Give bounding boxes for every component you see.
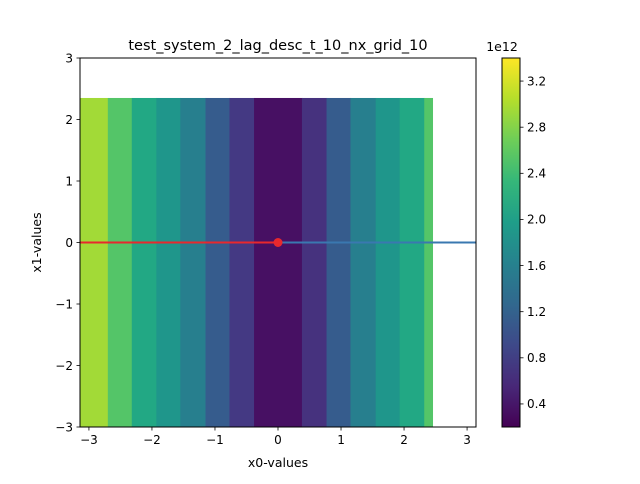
x-tick-label: 3 [463, 433, 471, 447]
heatmap-band-8 [301, 97, 328, 427]
chart-title: test_system_2_lag_desc_t_10_nx_grid_10 [128, 38, 427, 54]
y-tick-label: −1 [55, 297, 73, 311]
colorbar-tick-label: 3.2 [527, 74, 546, 88]
x-tick-label: −3 [80, 433, 98, 447]
y-tick-label: −2 [55, 359, 73, 373]
heatmap-band-5 [205, 97, 231, 427]
heatmap-band-12 [399, 97, 425, 427]
plot-area [80, 97, 476, 427]
colorbar-tick-label: 0.4 [527, 397, 546, 411]
y-axis: −3 −2 −1 0 1 2 3 [55, 51, 80, 434]
colorbar-tick-label: 1.2 [527, 305, 546, 319]
colorbar-tick-label: 2.8 [527, 120, 546, 134]
y-tick-label: 1 [65, 174, 73, 188]
heatmap-band-11 [375, 97, 401, 427]
x-tick-label: −2 [143, 433, 161, 447]
origin-marker [273, 238, 283, 247]
heatmap-band-4 [180, 97, 207, 427]
heatmap-band-3 [156, 97, 181, 427]
y-axis-label: x1-values [29, 212, 44, 272]
x-axis: −3 −2 −1 0 1 2 3 [80, 427, 471, 447]
heatmap-band-2 [131, 97, 157, 427]
colorbar-tick-label: 2.4 [527, 167, 546, 181]
colorbar-tick-label: 1.6 [527, 259, 546, 273]
heatmap-band-13 [424, 97, 434, 427]
colorbar-ticks: 0.4 0.8 1.2 1.6 2.0 2.4 2.8 3.2 [520, 74, 546, 411]
y-tick-label: 2 [65, 113, 73, 127]
colorbar-tick-label: 0.8 [527, 351, 546, 365]
heatmap-band-10 [350, 97, 377, 427]
y-tick-label: −3 [55, 420, 73, 434]
x-tick-label: 2 [400, 433, 408, 447]
heatmap-band-0 [80, 97, 109, 427]
x-tick-label: 0 [274, 433, 282, 447]
colorbar-gradient [501, 57, 521, 428]
x-tick-label: −1 [206, 433, 224, 447]
x-tick-label: 1 [337, 433, 345, 447]
heatmap-band-1 [107, 97, 133, 427]
heatmap-band-6 [229, 97, 255, 427]
colorbar-offset-label: 1e12 [486, 39, 518, 54]
heatmap-band-9 [326, 97, 352, 427]
y-tick-label: 0 [65, 236, 73, 250]
x-axis-label: x0-values [248, 455, 308, 470]
colorbar: 1e12 [486, 39, 521, 428]
colorbar-tick-label: 2.0 [527, 213, 546, 227]
y-tick-label: 3 [65, 51, 73, 65]
heatmap-band-7 [254, 97, 303, 427]
